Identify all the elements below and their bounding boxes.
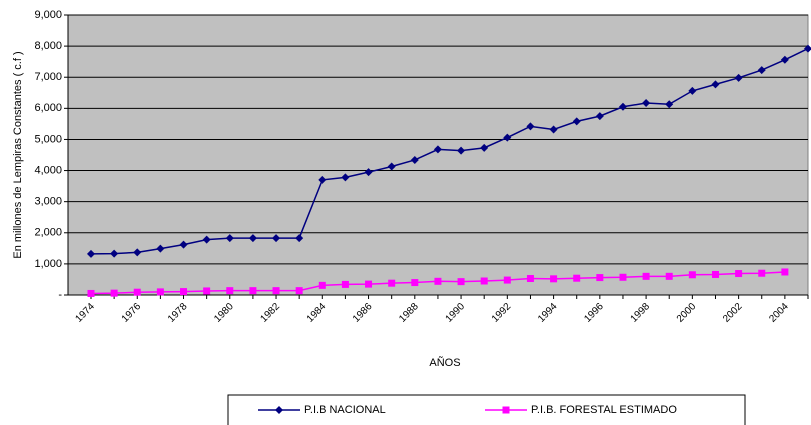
- data-point: [457, 278, 465, 286]
- data-point: [711, 80, 720, 89]
- data-point: [110, 249, 119, 258]
- data-point: [688, 86, 697, 95]
- data-point: [665, 100, 674, 109]
- data-point: [550, 275, 558, 283]
- data-point: [573, 274, 581, 282]
- data-point: [226, 287, 234, 295]
- data-point: [503, 133, 512, 142]
- data-point: [618, 102, 627, 111]
- data-point: [341, 173, 350, 182]
- data-point: [180, 288, 188, 296]
- data-point: [156, 244, 165, 253]
- data-point: [457, 146, 466, 155]
- y-tick-label: 4,000: [34, 164, 62, 176]
- x-tick-label: 1990: [444, 301, 468, 325]
- data-point: [711, 270, 719, 278]
- data-point: [757, 66, 766, 75]
- data-point: [781, 268, 789, 276]
- x-tick-label: 1986: [351, 301, 375, 325]
- data-point: [295, 287, 303, 295]
- data-point: [434, 277, 442, 285]
- x-tick-label: 1998: [629, 301, 653, 325]
- x-tick-label: 1984: [305, 301, 329, 325]
- data-point: [87, 289, 95, 297]
- x-tick-label: 1992: [490, 301, 514, 325]
- data-point: [87, 249, 95, 258]
- x-tick-label: 1994: [536, 301, 560, 325]
- data-point: [642, 272, 650, 280]
- data-point: [526, 122, 535, 131]
- data-point: [642, 99, 651, 108]
- data-point: [341, 280, 349, 288]
- legend-label: P.I.B. FORESTAL ESTIMADO: [531, 404, 677, 416]
- data-point: [387, 162, 396, 171]
- data-point: [272, 234, 281, 243]
- data-point: [364, 168, 373, 177]
- x-tick-label: 1974: [73, 301, 97, 325]
- legend-marker: [502, 406, 510, 414]
- x-tick-label: 2000: [675, 301, 699, 325]
- data-point: [480, 277, 488, 285]
- y-tick-label: -: [58, 289, 62, 301]
- data-point: [365, 280, 373, 288]
- data-point: [203, 287, 211, 295]
- data-point: [804, 44, 811, 53]
- x-tick-label: 1996: [582, 301, 606, 325]
- x-tick-label: 1988: [397, 301, 421, 325]
- x-tick-label: 2002: [721, 301, 745, 325]
- legend-label: P.I.B NACIONAL: [304, 404, 386, 416]
- y-tick-label: 6,000: [34, 102, 62, 114]
- data-point: [758, 269, 766, 277]
- data-point: [780, 55, 789, 64]
- y-axis-label: En millones de Lempiras Constantes ( c.f…: [12, 51, 24, 258]
- data-point: [411, 279, 419, 287]
- data-point: [295, 234, 304, 243]
- x-tick-label: 1982: [259, 301, 283, 325]
- data-point: [735, 270, 743, 278]
- data-point: [272, 287, 280, 295]
- y-tick-label: 8,000: [34, 40, 62, 52]
- plot-area: [67, 14, 809, 296]
- x-tick-label: 1978: [166, 301, 190, 325]
- data-point: [526, 275, 534, 283]
- data-point: [480, 143, 489, 152]
- y-tick-label: 1,000: [34, 258, 62, 270]
- data-point: [156, 288, 164, 296]
- data-point: [318, 281, 326, 289]
- y-tick-label: 5,000: [34, 133, 62, 145]
- y-tick-label: 2,000: [34, 227, 62, 239]
- y-tick-label: 9,000: [34, 9, 62, 21]
- data-point: [110, 289, 118, 297]
- data-point: [549, 125, 558, 134]
- data-point: [503, 276, 511, 284]
- data-point: [595, 112, 604, 121]
- data-point: [225, 234, 234, 243]
- data-point: [734, 73, 743, 82]
- data-point: [665, 272, 673, 280]
- data-point: [596, 274, 604, 282]
- data-point: [249, 287, 257, 295]
- data-point: [202, 235, 211, 244]
- data-point: [619, 273, 627, 281]
- x-tick-label: 1980: [212, 301, 236, 325]
- x-tick-label: 1976: [120, 301, 144, 325]
- data-point: [318, 175, 327, 184]
- data-point: [248, 234, 257, 243]
- x-axis-label: AÑOS: [429, 356, 460, 369]
- data-point: [433, 145, 442, 154]
- data-point: [572, 117, 581, 126]
- data-point: [133, 248, 142, 257]
- y-tick-label: 7,000: [34, 71, 62, 83]
- data-point: [688, 271, 696, 279]
- data-point: [388, 279, 396, 287]
- series-line: [90, 47, 809, 255]
- data-point: [410, 155, 419, 164]
- legend-marker: [275, 406, 283, 414]
- data-point: [179, 240, 188, 249]
- y-tick-label: 3,000: [34, 196, 62, 208]
- x-tick-label: 2004: [767, 301, 791, 325]
- data-point: [133, 288, 141, 296]
